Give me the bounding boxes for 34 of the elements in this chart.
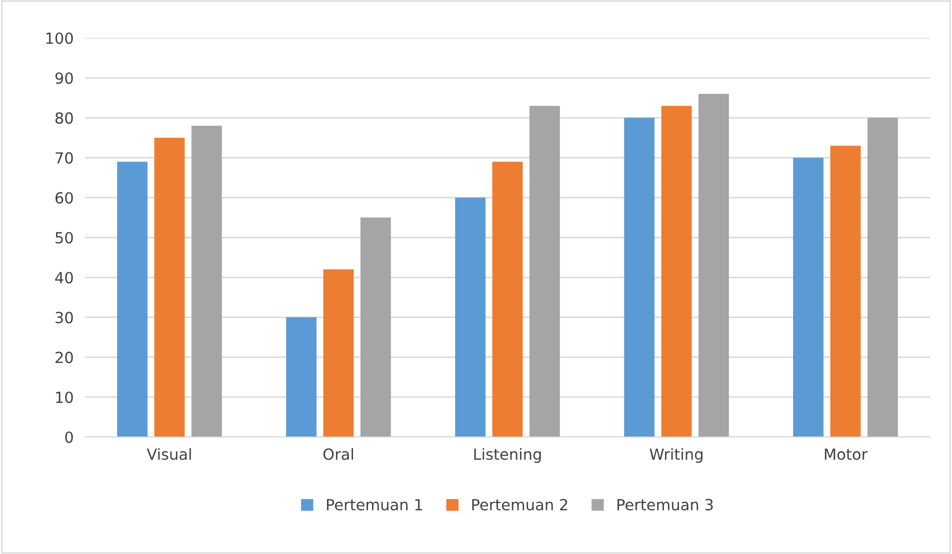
bar (661, 106, 692, 437)
y-tick-label: 80 (55, 112, 73, 124)
x-tick-label: Writing (650, 448, 702, 463)
bar (360, 218, 391, 437)
x-tick-label: Listening (474, 448, 541, 463)
bar (154, 138, 185, 437)
y-tick-label: 40 (55, 272, 73, 284)
bar (698, 94, 729, 437)
bar (323, 269, 354, 437)
y-tick-label: 100 (46, 32, 73, 44)
x-tick-label: Oral (323, 448, 354, 460)
bar (191, 126, 222, 437)
legend-label: Pertemuan 2 (472, 498, 568, 510)
y-tick-label: 0 (65, 431, 73, 444)
x-tick-label: Motor (824, 448, 868, 460)
y-tick-label: 90 (55, 72, 73, 84)
bar (492, 162, 523, 437)
bar (455, 198, 486, 437)
bar (117, 162, 148, 437)
y-tick-label: 70 (56, 152, 73, 164)
bar (286, 317, 317, 437)
bar (624, 118, 655, 437)
y-tick-label: 60 (56, 192, 73, 204)
bar (830, 146, 861, 437)
bar (793, 158, 824, 437)
y-tick-label: 20 (56, 352, 73, 364)
y-tick-label: 10 (56, 392, 73, 404)
y-tick-label: 30 (56, 312, 73, 324)
bar (867, 118, 898, 437)
x-tick-label: Visual (146, 448, 191, 460)
bar (529, 106, 560, 437)
legend-label: Pertemuan 1 (326, 499, 422, 510)
y-tick-label: 50 (56, 232, 73, 244)
legend-label: Pertemuan 3 (618, 498, 713, 510)
